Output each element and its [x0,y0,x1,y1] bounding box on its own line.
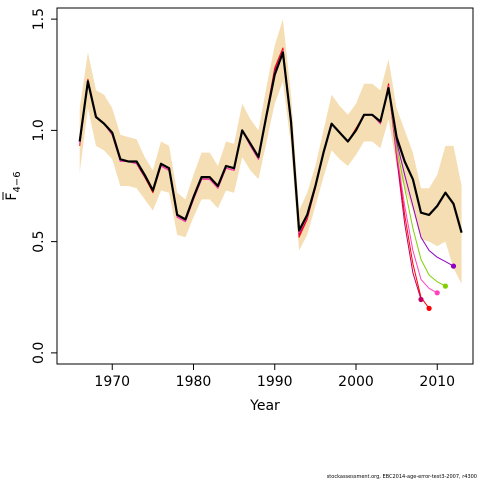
series-end-point-retro-2 [418,296,424,303]
plot-frame [56,7,474,365]
y-tick-label: 1.0 [31,119,47,141]
confidence-band [79,19,462,284]
series-line-main [78,51,463,233]
y-axis: 0.0 0.5 1.0 1.5 [31,8,57,364]
terminal-points-layer [418,263,457,311]
y-axis-title: F4−6 [2,171,23,201]
series-lines-layer [78,47,463,309]
y-tick-label: 0.0 [31,342,47,364]
series-end-point-retro-1 [426,305,432,311]
y-axis-title-main: F [4,193,20,201]
y-tick-label: 0.5 [31,230,47,252]
x-axis: 1970 1980 1990 2000 2010 [94,364,455,390]
x-axis-title: Year [249,398,280,414]
y-tick-label: 1.5 [31,8,47,30]
x-tick-label: 1970 [94,374,130,390]
series-end-point-retro-3 [434,290,440,296]
series-end-point-retro-5 [450,263,457,269]
x-tick-label: 2000 [338,374,374,390]
confidence-band-layer [79,19,462,284]
x-tick-label: 1980 [176,374,212,390]
y-axis-title-sub: 4−6 [12,171,23,192]
svg-text:F4−6: F4−6 [4,171,23,200]
footer-credit: stockassessment.org, EBC2014-age-error-t… [327,474,477,480]
x-tick-label: 2010 [419,374,455,390]
x-tick-label: 1990 [257,374,293,390]
series-end-point-retro-4 [442,283,448,289]
